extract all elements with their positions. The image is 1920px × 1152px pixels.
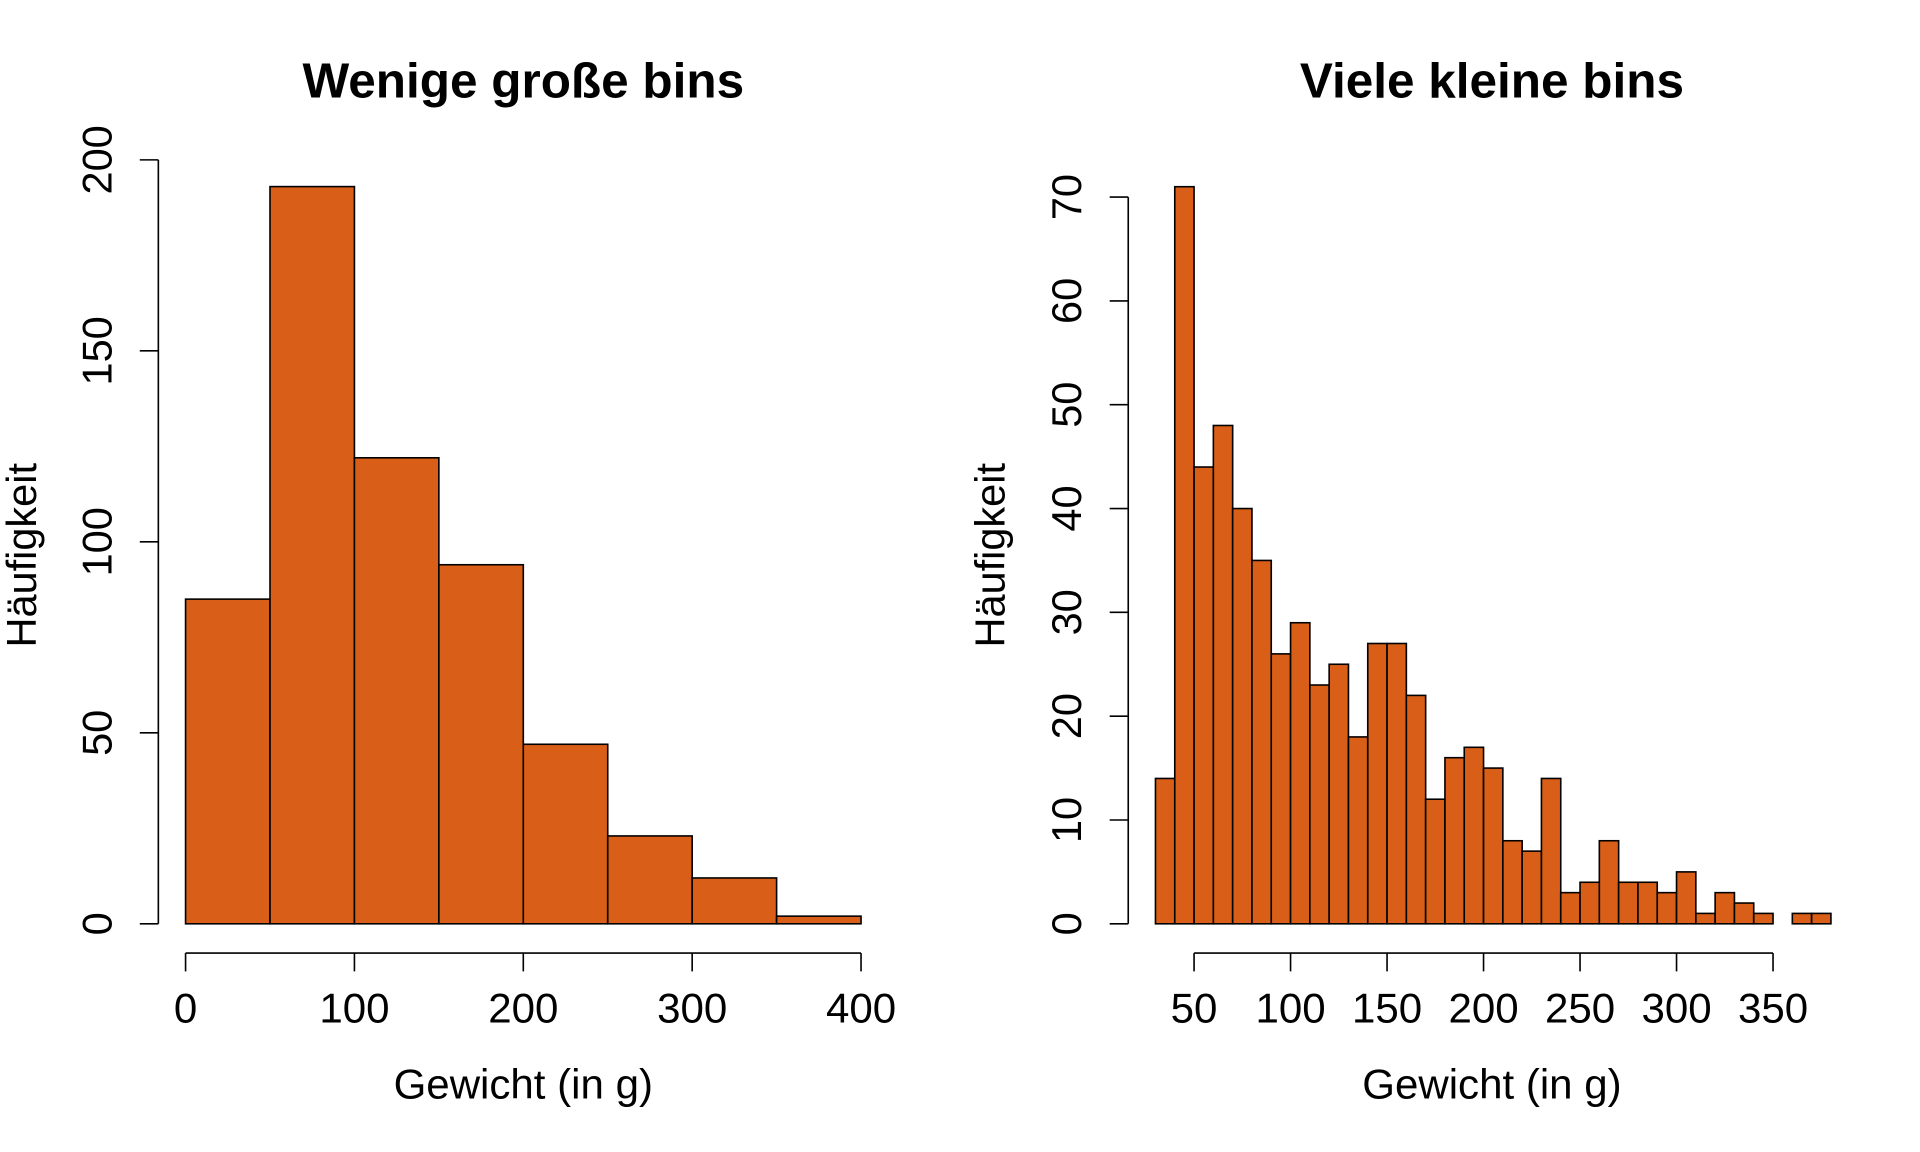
bar [1386, 642, 1408, 925]
y-tick-label: 60 [1043, 278, 1090, 324]
bar [1752, 912, 1774, 925]
x-tick-label: 150 [1352, 985, 1422, 1032]
bar [606, 835, 693, 925]
x-tick-label: 200 [488, 985, 558, 1032]
y-tick-label: 200 [73, 125, 120, 194]
bar [1231, 507, 1253, 925]
bar [1463, 746, 1485, 925]
x-tick-label: 350 [1738, 985, 1808, 1032]
chart-title: Viele kleine bins [1300, 55, 1684, 109]
bar [1675, 871, 1697, 925]
y-tick-label: 50 [1043, 382, 1090, 428]
bar [691, 877, 778, 925]
bar [1502, 839, 1523, 925]
y-tick-label: 150 [73, 316, 120, 385]
bar [1212, 424, 1234, 925]
bar [1270, 653, 1292, 925]
bar [1598, 839, 1620, 925]
bar [1424, 798, 1446, 925]
bar [775, 915, 862, 925]
bar [269, 185, 356, 925]
bar [1695, 912, 1716, 925]
y-tick-label: 30 [1043, 589, 1090, 635]
y-tick-label: 0 [1043, 912, 1090, 935]
bar [1193, 466, 1215, 925]
bar [1173, 185, 1195, 925]
y-tick-label: 50 [73, 710, 120, 756]
bar [1810, 912, 1832, 925]
x-tick-label: 0 [174, 985, 197, 1032]
bar [1579, 881, 1601, 925]
chart-title: Wenige große bins [302, 55, 744, 109]
bar [1540, 777, 1562, 925]
y-tick-label: 70 [1043, 174, 1090, 220]
bar [1251, 559, 1273, 925]
y-tick-label: 20 [1043, 693, 1090, 739]
x-tick-label: 100 [1255, 985, 1325, 1032]
x-axis-label: Gewicht (in g) [394, 1061, 653, 1108]
x-tick-label: 100 [319, 985, 389, 1032]
y-axis-label: Häufigkeit [966, 463, 1013, 648]
x-tick-label: 400 [826, 985, 896, 1032]
bar [522, 743, 609, 925]
y-tick-label: 0 [73, 912, 120, 935]
bar [1347, 736, 1369, 925]
bar [1559, 891, 1581, 925]
bar [353, 457, 440, 925]
x-tick-label: 50 [1171, 985, 1218, 1032]
y-tick-label: 100 [73, 507, 120, 576]
x-axis-label: Gewicht (in g) [1362, 1061, 1621, 1108]
bar [1289, 621, 1311, 925]
y-tick-label: 10 [1043, 797, 1090, 843]
bar [1328, 663, 1350, 925]
y-axis-label: Häufigkeit [0, 463, 45, 648]
bar [1154, 777, 1176, 925]
bar [1637, 881, 1659, 925]
bar [1733, 902, 1755, 925]
bar [1309, 684, 1330, 925]
x-tick-label: 300 [657, 985, 727, 1032]
x-tick-label: 200 [1448, 985, 1518, 1032]
bar [1482, 767, 1504, 925]
bar [184, 598, 271, 925]
bar [1617, 881, 1639, 925]
x-tick-label: 250 [1545, 985, 1615, 1032]
x-tick-label: 300 [1641, 985, 1711, 1032]
y-tick-label: 40 [1043, 485, 1090, 531]
bar [1791, 912, 1813, 925]
bar [1444, 756, 1466, 925]
bar [1521, 850, 1543, 925]
bar [1366, 642, 1388, 925]
bar [1714, 891, 1736, 925]
bar [1656, 891, 1678, 925]
bar [1405, 694, 1427, 925]
bar [438, 563, 525, 925]
